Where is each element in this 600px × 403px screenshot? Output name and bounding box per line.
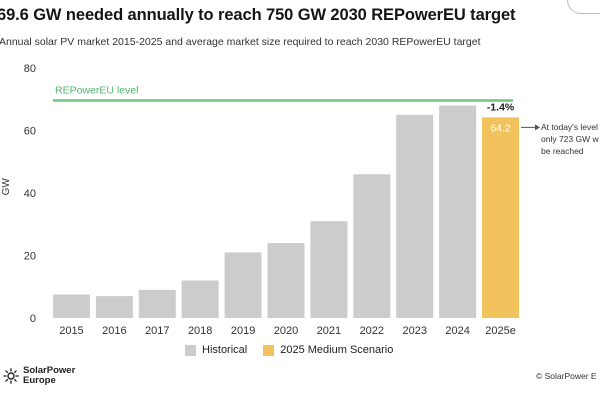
bar-historical <box>439 105 477 318</box>
data-label: 64.2 <box>490 122 511 134</box>
legend-swatch-scenario <box>263 344 275 356</box>
source-credit: © SolarPower E <box>536 371 597 381</box>
bar-historical <box>310 221 348 318</box>
sun-icon <box>3 368 19 384</box>
y-tick-label: 80 <box>24 63 36 75</box>
annotation-line: only 723 GW w <box>541 134 599 144</box>
x-tick-label: 2015 <box>59 325 83 337</box>
bar-historical <box>396 114 434 318</box>
x-tick-label: 2022 <box>360 325 384 337</box>
legend-label: Historical <box>202 344 248 356</box>
x-tick-label: 2018 <box>188 325 212 337</box>
legend-item-historical: Historical <box>185 344 247 356</box>
annotation-line: At today's level <box>541 122 598 132</box>
reference-line-label: REPowerEU level <box>55 85 138 97</box>
legend-swatch-historical <box>185 344 196 356</box>
x-tick-label: 2020 <box>274 325 298 337</box>
logo-text-line: Europe <box>23 375 56 386</box>
y-tick-label: 0 <box>30 313 36 325</box>
y-tick-label: 40 <box>24 188 36 200</box>
y-axis-title: GW <box>1 178 12 196</box>
chart-subtitle: Annual solar PV market 2015-2025 and ave… <box>0 36 481 48</box>
legend: Historical 2025 Medium Scenario <box>185 344 409 356</box>
bar-historical <box>95 296 133 318</box>
x-tick-label: 2023 <box>402 325 426 337</box>
bar-historical <box>267 243 305 318</box>
x-tick-label: 2017 <box>145 325 169 337</box>
x-tick-label: 2021 <box>317 325 341 337</box>
logo-text-line: SolarPower <box>23 365 76 376</box>
x-tick-label: 2016 <box>102 325 126 337</box>
chart-title: 69.6 GW needed annually to reach 750 GW … <box>0 6 516 24</box>
solarpower-europe-logo: SolarPower Europe <box>3 366 75 386</box>
x-tick-label: 2024 <box>445 325 469 337</box>
bar-historical <box>138 289 176 318</box>
x-tick-label: 2025e <box>485 325 516 337</box>
bar-historical <box>224 252 262 318</box>
bar-scenario <box>482 117 520 318</box>
annotation-note: At today's level only 723 GW w be reache… <box>541 121 600 157</box>
y-tick-label: 20 <box>24 251 36 263</box>
annotation-arrowhead <box>535 124 540 131</box>
change-label: -1.4% <box>487 102 515 114</box>
bar-historical <box>52 294 90 318</box>
bar-historical <box>353 174 391 318</box>
legend-item-scenario: 2025 Medium Scenario <box>263 344 393 356</box>
bar-historical <box>181 280 219 318</box>
y-tick-label: 60 <box>24 126 36 138</box>
x-tick-label: 2019 <box>231 325 255 337</box>
annotation-line: be reached <box>541 146 584 156</box>
legend-label: 2025 Medium Scenario <box>280 344 394 356</box>
